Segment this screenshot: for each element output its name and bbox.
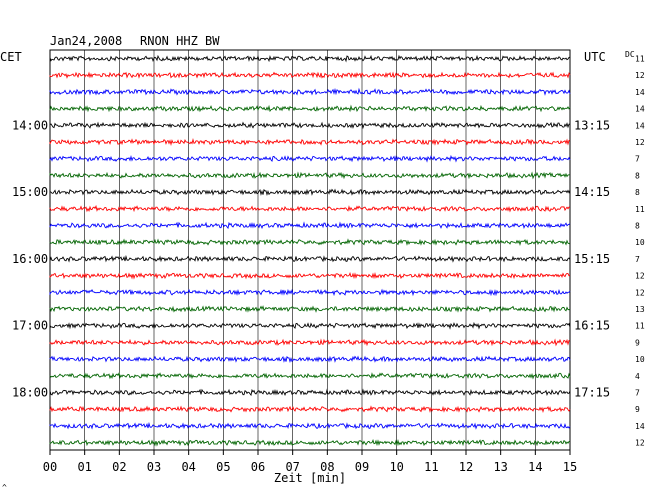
x-tick-label-14: 14 (528, 460, 542, 474)
trace-3 (49, 87, 571, 96)
x-tick-label-02: 02 (112, 460, 126, 474)
dc-value-4: 14 (635, 105, 645, 114)
x-tick-label-12: 12 (459, 460, 473, 474)
x-tick-label-04: 04 (181, 460, 195, 474)
x-tick-label-00: 00 (43, 460, 57, 474)
right-timezone-label: UTC (584, 50, 606, 64)
dc-value-13: 7 (635, 255, 640, 264)
trace-13 (49, 254, 571, 263)
trace-4 (49, 104, 571, 113)
x-tick-label-09: 09 (355, 460, 369, 474)
trace-12 (49, 238, 571, 247)
dc-value-19: 10 (635, 355, 645, 364)
dc-value-24: 12 (635, 439, 645, 448)
left-time-label-2: 15:00 (12, 185, 48, 199)
x-tick-label-07: 07 (285, 460, 299, 474)
left-time-label-1: 14:00 (12, 118, 48, 132)
station-label: RNON HHZ BW (140, 34, 220, 48)
right-time-label-4: 16:15 (574, 319, 610, 333)
dc-value-7: 7 (635, 155, 640, 164)
trace-1 (49, 54, 571, 63)
dc-value-9: 8 (635, 188, 640, 197)
x-axis-label: Zeit [min] (274, 471, 346, 485)
dc-value-23: 14 (635, 422, 645, 431)
dc-value-10: 11 (635, 205, 645, 214)
trace-22 (49, 405, 571, 414)
dc-value-5: 14 (635, 121, 645, 130)
right-time-label-2: 14:15 (574, 185, 610, 199)
trace-19 (49, 355, 571, 364)
trace-9 (49, 188, 571, 197)
trace-14 (49, 272, 571, 280)
dc-value-17: 11 (635, 322, 645, 331)
trace-6 (49, 137, 571, 146)
dc-value-2: 12 (635, 71, 645, 80)
trace-5 (49, 121, 571, 130)
x-tick-label-15: 15 (563, 460, 577, 474)
dc-value-1: 11 (635, 55, 645, 64)
right-time-label-5: 17:15 (574, 386, 610, 400)
x-tick-label-06: 06 (251, 460, 265, 474)
trace-7 (49, 154, 571, 163)
trace-16 (49, 305, 571, 313)
dc-value-6: 12 (635, 138, 645, 147)
left-time-label-3: 16:00 (12, 252, 48, 266)
right-time-label-1: 13:15 (574, 118, 610, 132)
left-time-label-5: 18:00 (12, 386, 48, 400)
trace-23 (49, 421, 571, 430)
dc-value-22: 9 (635, 405, 640, 414)
x-tick-label-10: 10 (389, 460, 403, 474)
left-timezone-label: CET (0, 50, 22, 64)
dc-value-11: 8 (635, 222, 640, 231)
dc-value-3: 14 (635, 88, 645, 97)
dc-value-18: 9 (635, 338, 640, 347)
date-label: Jan24,2008 (50, 34, 122, 48)
dc-value-21: 7 (635, 389, 640, 398)
dc-value-15: 12 (635, 288, 645, 297)
dc-value-14: 12 (635, 272, 645, 281)
dc-label: DC (625, 50, 635, 59)
corner-mark: ^ (2, 483, 7, 492)
x-tick-label-11: 11 (424, 460, 438, 474)
left-time-label-4: 17:00 (12, 319, 48, 333)
right-time-label-3: 15:15 (574, 252, 610, 266)
trace-20 (49, 371, 571, 380)
dc-value-16: 13 (635, 305, 645, 314)
dc-value-8: 8 (635, 171, 640, 180)
x-tick-label-13: 13 (493, 460, 507, 474)
trace-21 (49, 388, 571, 397)
x-tick-label-03: 03 (147, 460, 161, 474)
trace-10 (49, 204, 571, 213)
trace-17 (49, 321, 571, 330)
trace-18 (49, 338, 571, 347)
trace-8 (49, 171, 571, 180)
trace-2 (49, 71, 571, 79)
x-tick-label-05: 05 (216, 460, 230, 474)
trace-15 (49, 288, 571, 297)
plot-frame (49, 49, 571, 451)
x-tick-label-01: 01 (77, 460, 91, 474)
trace-11 (49, 221, 571, 230)
dc-value-12: 10 (635, 238, 645, 247)
dc-value-20: 4 (635, 372, 640, 381)
trace-24 (49, 439, 571, 447)
x-tick-label-08: 08 (320, 460, 334, 474)
